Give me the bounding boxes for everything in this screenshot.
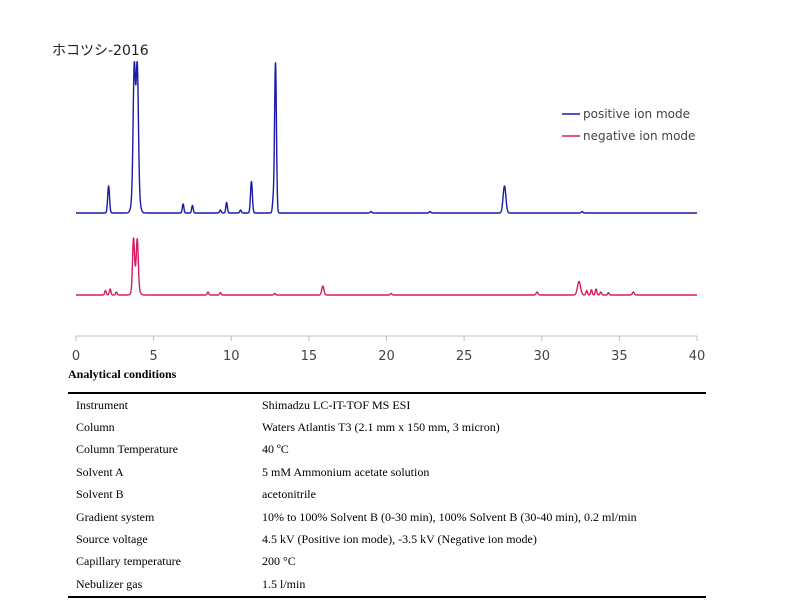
legend-label: negative ion mode [583, 129, 695, 143]
x-tick-label: 35 [611, 349, 628, 364]
x-tick-label: 20 [378, 349, 395, 364]
condition-label: Source voltage [76, 532, 148, 547]
table-row: Solvent A 5 mM Ammonium acetate solution [68, 461, 706, 483]
table-row: Column Waters Atlantis T3 (2.1 mm x 150 m… [68, 416, 706, 438]
x-tick-label: 15 [301, 349, 318, 364]
condition-label: Gradient system [76, 509, 155, 524]
condition-label: Nebulizer gas [76, 576, 143, 591]
condition-label: Solvent B [76, 487, 124, 502]
condition-label: Capillary temperature [76, 554, 181, 569]
table-row: Gradient system 10% to 100% Solvent B (0-… [68, 506, 706, 528]
peak-point [135, 275, 136, 276]
peak-point [135, 160, 136, 161]
condition-value: 1.5 l/min [262, 576, 306, 591]
condition-value: 40 ºC [262, 442, 289, 457]
conditions-title: Analytical conditions [68, 367, 177, 381]
chart-title: ホコツシ-2016 [52, 43, 149, 59]
condition-value: 10% to 100% Solvent B (0-30 min), 100% S… [262, 509, 637, 524]
chromatogram-chart: 0 5 10 15 20 25 30 35 40 positive ion mode negati… [72, 60, 705, 364]
x-tick-label: 30 [533, 349, 550, 364]
traces [75, 60, 698, 296]
table-row: Source voltage 4.5 kV (Positive ion mode)… [68, 528, 706, 550]
table-row: Column Temperature 40 ºC [68, 439, 706, 461]
table-row: Nebulizer gas 1.5 l/min [68, 573, 706, 596]
x-tick-label: 25 [456, 349, 473, 364]
condition-value: 5 mM Ammonium acetate solution [262, 464, 430, 479]
condition-value: Shimadzu LC-IT-TOF MS ESI [262, 397, 411, 412]
condition-label: Column [76, 420, 115, 435]
x-tick-label: 0 [72, 349, 80, 364]
table-row: Solvent B acetonitrile [68, 484, 706, 506]
series-line-positive [75, 60, 698, 214]
legend: positive ion mode negative ion mode [562, 107, 695, 143]
table-row: Instrument Shimadzu LC-IT-TOF MS ESI [68, 393, 706, 416]
condition-value: 200 °C [262, 554, 296, 569]
conditions-table: Instrument Shimadzu LC-IT-TOF MS ESI Colum… [68, 392, 706, 598]
condition-label: Column Temperature [76, 442, 178, 457]
x-tick-label: 5 [149, 349, 157, 364]
condition-value: Waters Atlantis T3 (2.1 mm x 150 mm, 3 m… [262, 420, 500, 435]
legend-label: positive ion mode [583, 107, 690, 121]
x-axis-ticks: 0 5 10 15 20 25 30 35 40 [72, 336, 705, 364]
condition-value: acetonitrile [262, 487, 316, 502]
table-row: Capillary temperature 200 °C [68, 551, 706, 573]
x-tick-label: 10 [223, 349, 240, 364]
series-line-negative [75, 237, 698, 296]
x-tick-label: 40 [689, 349, 706, 364]
condition-label: Instrument [76, 397, 128, 412]
condition-label: Solvent A [76, 464, 124, 479]
condition-value: 4.5 kV (Positive ion mode), -3.5 kV (Neg… [262, 532, 537, 547]
